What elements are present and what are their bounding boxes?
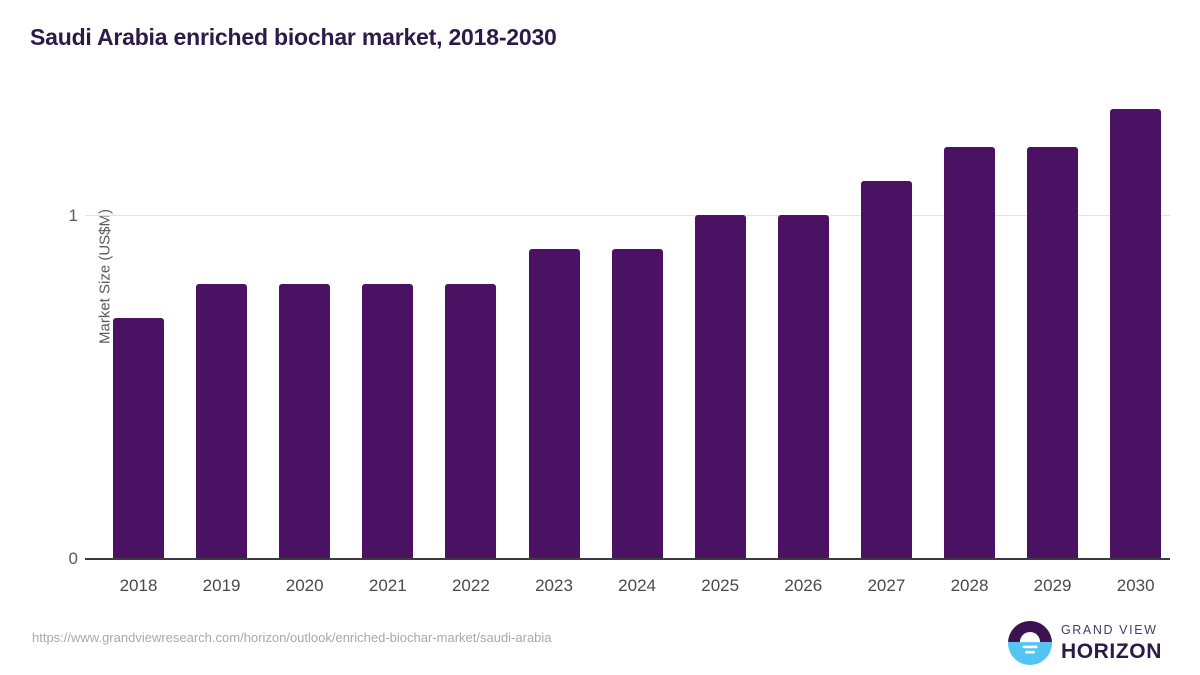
x-axis-tick-label: 2028: [950, 576, 989, 595]
bar-group: 2027: [860, 90, 912, 595]
x-axis-line: [85, 558, 1170, 560]
logo-line-grand-view: GRAND VIEW: [1060, 623, 1158, 638]
bar-group: 2022: [445, 90, 497, 595]
bar-group: 2019: [196, 90, 248, 595]
bar[interactable]: [113, 318, 164, 558]
bar[interactable]: [777, 215, 829, 558]
source-url[interactable]: https://www.grandviewresearch.com/horizo…: [32, 630, 552, 645]
chart-plot-area: 2018 2019 2020 2021 2022 2023 2024 2025 2026 2027…: [85, 90, 1170, 595]
x-axis-tick-label: 2020: [285, 576, 324, 595]
logo-line-horizon: HORIZON: [1060, 639, 1162, 663]
bar[interactable]: [1027, 146, 1079, 558]
bar-group: 2018: [113, 90, 164, 595]
x-axis-tick-label: 2018: [119, 576, 158, 595]
y-axis-tick-label-0: 0: [68, 549, 78, 568]
page-title: Saudi Arabia enriched biochar market, 20…: [30, 24, 557, 50]
bar[interactable]: [196, 283, 248, 558]
x-axis-tick-label: 2024: [618, 576, 656, 595]
bar[interactable]: [362, 283, 414, 558]
x-axis-tick-label: 2025: [701, 576, 740, 595]
y-axis-tick-label-1: 1: [68, 206, 78, 225]
logo-wordmark: GRAND VIEW HORIZON: [1061, 624, 1162, 662]
bar-group: 2025: [694, 90, 746, 595]
horizon-circle-icon: [1007, 621, 1052, 665]
bar-group: 2028: [944, 90, 995, 595]
x-axis-tick-label: 2022: [451, 576, 490, 595]
bar-group: 2026: [777, 90, 829, 595]
x-axis-tick-label: 2026: [784, 576, 823, 595]
bar[interactable]: [860, 180, 912, 558]
x-axis-tick-label: 2030: [1116, 576, 1155, 595]
x-axis-tick-label: 2019: [202, 576, 241, 595]
x-axis-tick-label: 2029: [1033, 576, 1072, 595]
bar-group: 2029: [1027, 90, 1079, 595]
bar-group: 2030: [1110, 90, 1162, 595]
grand-view-horizon-logo[interactable]: GRAND VIEW HORIZON: [1007, 620, 1162, 666]
bar-group: 2020: [279, 90, 331, 595]
bar-group: 2024: [611, 90, 663, 595]
bar[interactable]: [944, 146, 995, 558]
bar[interactable]: [279, 283, 331, 558]
bar[interactable]: [528, 249, 580, 558]
bar-group: 2021: [362, 90, 414, 595]
bar[interactable]: [445, 283, 497, 558]
bar[interactable]: [694, 215, 746, 558]
gridline-y-1: [85, 215, 1170, 217]
bar[interactable]: [611, 249, 663, 558]
bar[interactable]: [1110, 108, 1162, 558]
x-axis-tick-label: 2027: [867, 576, 906, 595]
x-axis-tick-label: 2023: [535, 576, 573, 595]
x-axis-tick-label: 2021: [368, 576, 407, 595]
bar-group: 2023: [528, 90, 580, 595]
